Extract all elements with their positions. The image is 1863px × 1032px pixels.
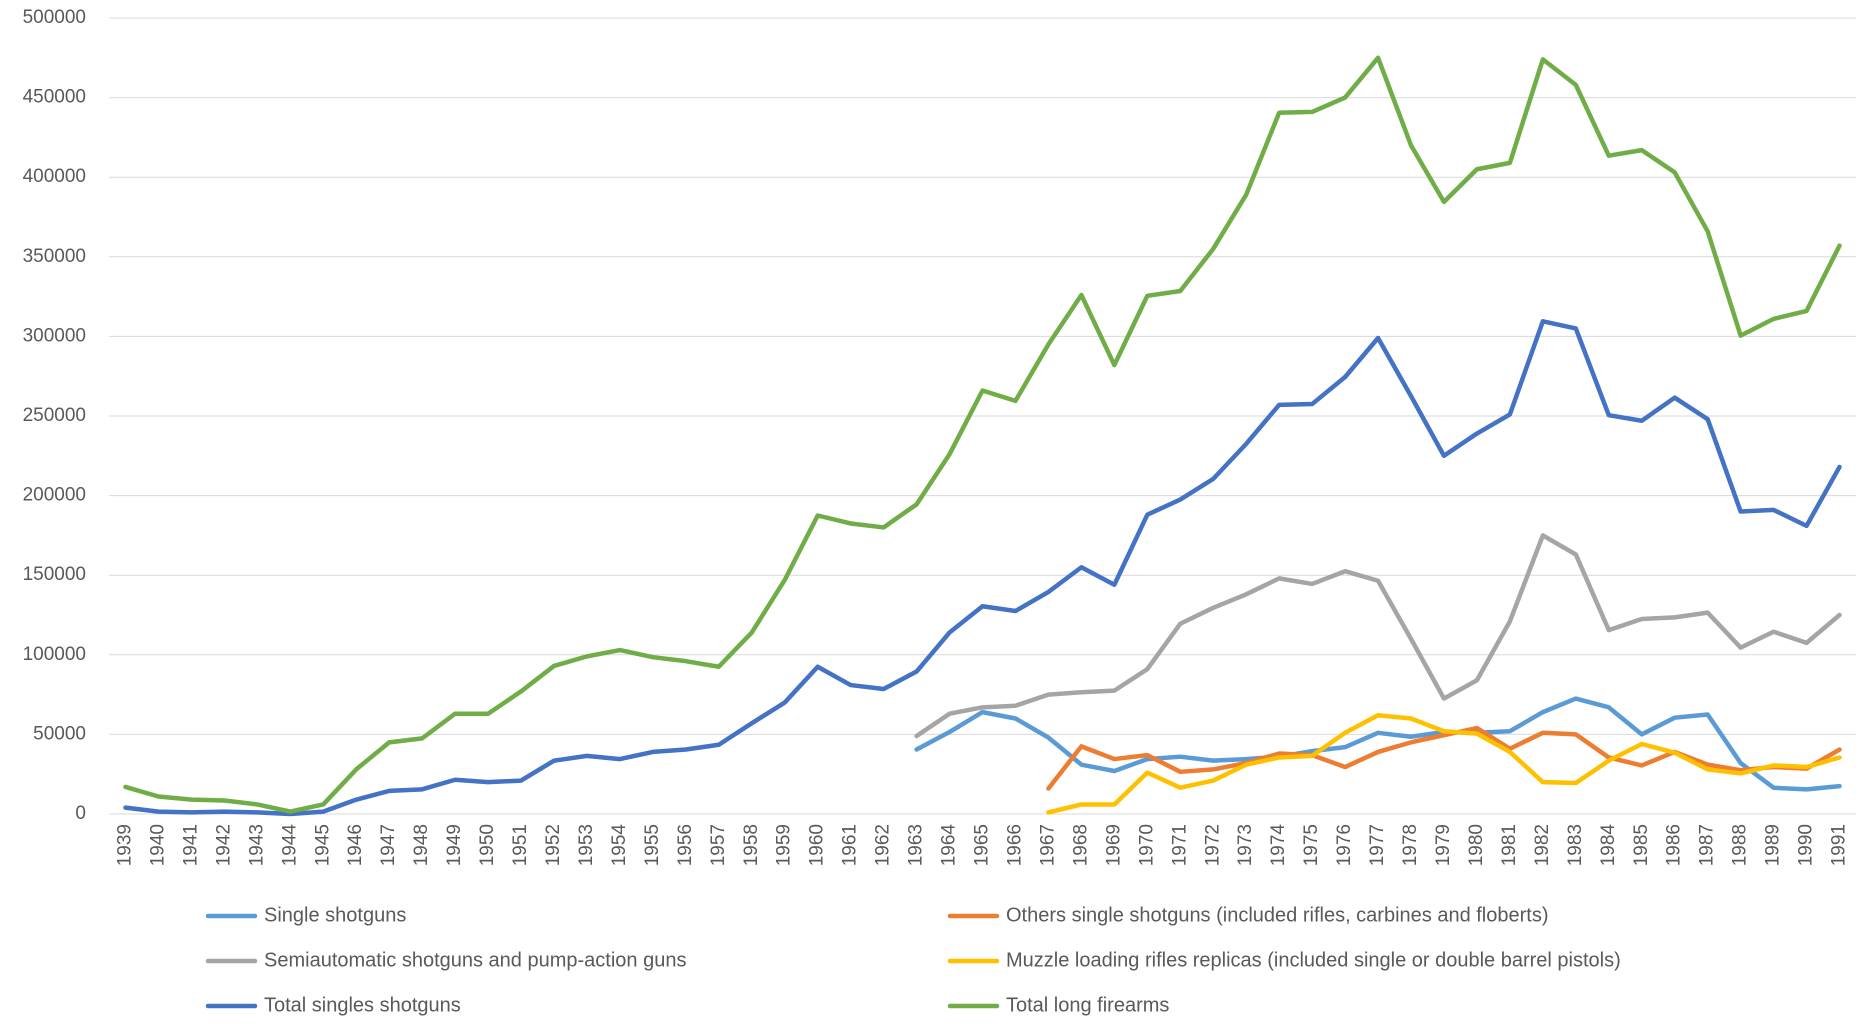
x-tick-label: 1956 (675, 824, 696, 866)
x-tick-label: 1944 (279, 824, 300, 867)
x-tick-label: 1958 (741, 824, 762, 866)
x-tick-label: 1971 (1169, 824, 1190, 866)
x-tick-label: 1953 (576, 824, 597, 866)
x-tick-label: 1969 (1103, 824, 1124, 866)
legend-label: Muzzle loading rifles replicas (included… (1006, 949, 1621, 971)
x-tick-label: 1950 (477, 824, 498, 866)
y-tick-label: 400000 (23, 166, 86, 187)
x-tick-label: 1954 (609, 824, 630, 867)
x-tick-label: 1981 (1499, 824, 1520, 866)
series-line (123, 319, 1842, 817)
series-line (1046, 713, 1842, 815)
x-tick-label: 1968 (1070, 824, 1091, 866)
x-tick-label: 1980 (1466, 824, 1487, 866)
x-tick-label: 1964 (939, 824, 960, 867)
x-tick-label: 1978 (1400, 824, 1421, 866)
series-line (1046, 725, 1842, 791)
x-tick-label: 1991 (1829, 824, 1850, 866)
legend-label: Total singles shotguns (264, 994, 461, 1016)
x-tick-label: 1945 (312, 824, 333, 866)
x-tick-label: 1959 (774, 824, 795, 866)
y-tick-label: 0 (75, 803, 86, 824)
x-tick-label: 1951 (510, 824, 531, 866)
y-tick-label: 100000 (23, 644, 86, 665)
x-tick-label: 1942 (213, 824, 234, 866)
x-tick-label: 1974 (1268, 824, 1289, 867)
series-line (914, 696, 1842, 792)
x-tick-label: 1947 (378, 824, 399, 866)
x-tick-label: 1985 (1631, 824, 1652, 866)
x-tick-label: 1966 (1004, 824, 1025, 866)
x-tick-label: 1988 (1730, 824, 1751, 866)
x-tick-label: 1963 (906, 824, 927, 866)
x-tick-label: 1976 (1334, 824, 1355, 866)
y-tick-label: 300000 (23, 325, 86, 346)
legend-label: Single shotguns (264, 904, 406, 926)
x-tick-label: 1972 (1202, 824, 1223, 866)
y-tick-label: 150000 (23, 564, 86, 585)
x-tick-label: 1979 (1433, 824, 1454, 866)
x-tick-label: 1977 (1367, 824, 1388, 866)
series-line (914, 533, 1842, 739)
x-tick-label: 1989 (1763, 824, 1784, 866)
legend-label: Total long firearms (1006, 994, 1169, 1016)
x-tick-label: 1965 (972, 824, 993, 866)
x-tick-label: 1957 (708, 824, 729, 866)
legend-label: Semiautomatic shotguns and pump-action g… (264, 949, 686, 971)
x-tick-label: 1982 (1532, 824, 1553, 866)
x-tick-label: 1948 (411, 824, 432, 866)
x-tick-label: 1940 (147, 824, 168, 866)
x-tick-label: 1960 (807, 824, 828, 866)
x-tick-label: 1990 (1796, 824, 1817, 866)
x-tick-label: 1983 (1565, 824, 1586, 866)
legend-label: Others single shotguns (included rifles,… (1006, 904, 1549, 926)
x-tick-label: 1946 (345, 824, 366, 866)
y-tick-label: 500000 (23, 7, 86, 28)
y-tick-label: 50000 (33, 723, 86, 744)
x-tick-label: 1967 (1037, 824, 1058, 866)
x-tick-label: 1962 (873, 824, 894, 866)
y-tick-label: 350000 (23, 246, 86, 267)
x-tick-label: 1955 (642, 824, 663, 866)
x-tick-label: 1970 (1136, 824, 1157, 866)
y-tick-label: 450000 (23, 87, 86, 108)
x-tick-label: 1949 (444, 824, 465, 866)
series-line (123, 55, 1842, 814)
x-tick-label: 1986 (1664, 824, 1685, 866)
x-tick-label: 1975 (1301, 824, 1322, 866)
x-tick-label: 1961 (840, 824, 861, 866)
x-tick-label: 1973 (1235, 824, 1256, 866)
x-tick-label: 1941 (180, 824, 201, 866)
y-tick-label: 200000 (23, 485, 86, 506)
x-tick-label: 1987 (1697, 824, 1718, 866)
x-tick-label: 1984 (1598, 824, 1619, 867)
y-tick-label: 250000 (23, 405, 86, 426)
x-tick-label: 1952 (543, 824, 564, 866)
x-tick-label: 1943 (246, 824, 267, 866)
x-tick-label: 1939 (114, 824, 135, 866)
